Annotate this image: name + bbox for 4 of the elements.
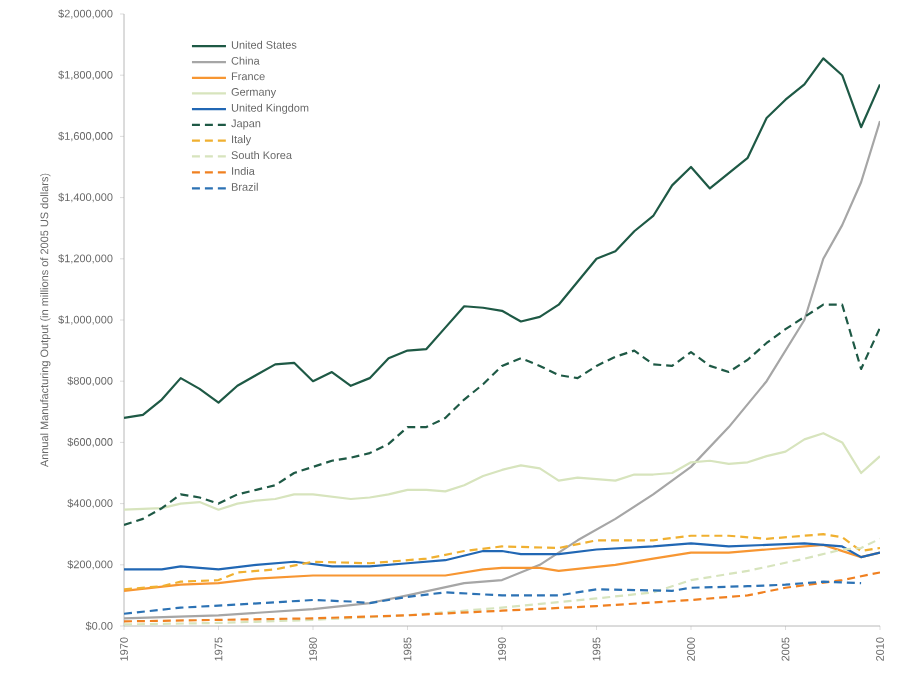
line-series xyxy=(124,57,880,420)
line-series xyxy=(124,542,880,571)
line-series xyxy=(124,580,863,615)
line-series xyxy=(124,533,880,591)
